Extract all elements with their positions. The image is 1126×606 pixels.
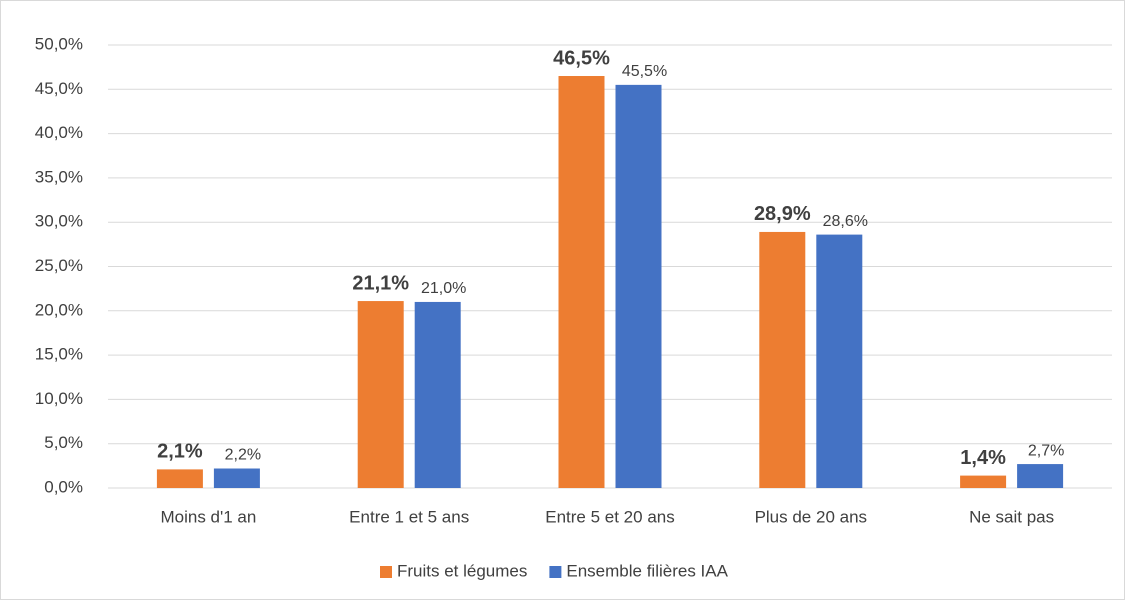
y-tick-label: 5,0% — [44, 433, 83, 452]
value-label: 28,9% — [754, 203, 811, 225]
y-tick-label: 0,0% — [44, 477, 83, 496]
bar — [558, 76, 605, 488]
bar — [615, 84, 662, 489]
bar — [156, 469, 203, 488]
legend-swatch — [380, 566, 392, 578]
x-tick-label: Entre 1 et 5 ans — [349, 507, 469, 526]
legend-swatch — [549, 566, 562, 578]
y-tick-label: 50,0% — [35, 34, 83, 53]
y-tick-label: 45,0% — [35, 79, 83, 98]
y-tick-label: 20,0% — [35, 300, 83, 319]
value-label: 1,4% — [960, 447, 1006, 469]
y-tick-label: 40,0% — [35, 123, 83, 142]
bar — [213, 468, 260, 488]
legend-label: Fruits et légumes — [397, 561, 527, 580]
value-label: 46,5% — [553, 47, 610, 69]
x-tick-label: Plus de 20 ans — [755, 507, 867, 526]
bar — [816, 234, 863, 488]
x-tick-label: Moins d'1 an — [160, 507, 256, 526]
value-label: 21,0% — [421, 280, 466, 297]
value-label: 2,1% — [157, 441, 203, 463]
value-label: 21,1% — [352, 272, 409, 294]
bar — [759, 231, 806, 489]
y-tick-label: 15,0% — [35, 345, 83, 364]
x-tick-label: Entre 5 et 20 ans — [545, 507, 674, 526]
bar — [1017, 464, 1064, 488]
y-tick-label: 35,0% — [35, 167, 83, 186]
x-tick-label: Ne sait pas — [969, 507, 1054, 526]
value-label: 2,7% — [1028, 442, 1064, 459]
bar — [357, 301, 404, 488]
bar — [960, 475, 1007, 488]
y-tick-label: 25,0% — [35, 256, 83, 275]
bar — [414, 301, 461, 488]
value-label: 2,2% — [225, 447, 261, 464]
legend-label: Ensemble filières IAA — [566, 561, 728, 580]
y-tick-label: 30,0% — [35, 212, 83, 231]
value-label: 45,5% — [622, 63, 667, 80]
y-tick-label: 10,0% — [35, 389, 83, 408]
value-label: 28,6% — [823, 213, 868, 230]
